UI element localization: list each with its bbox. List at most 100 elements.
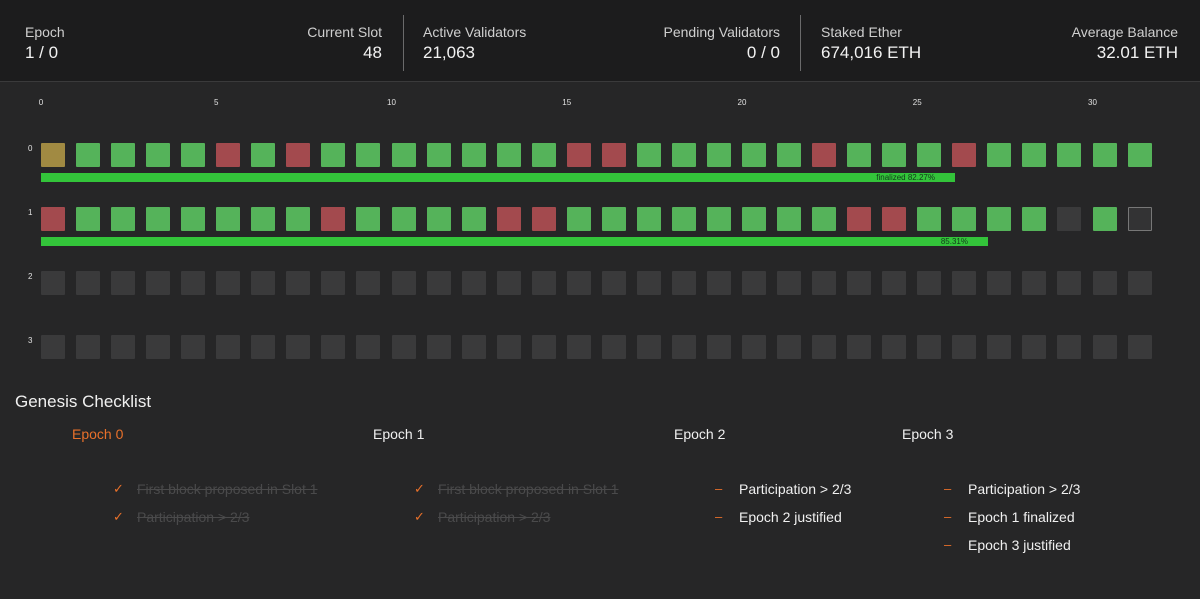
slot-cell-empty[interactable]	[356, 335, 381, 359]
slot-cell-green[interactable]	[671, 207, 696, 231]
slot-cell-empty[interactable]	[917, 271, 942, 295]
slot-cell-green[interactable]	[251, 143, 276, 167]
slot-cell-red[interactable]	[847, 207, 872, 231]
slot-cell-green[interactable]	[1127, 143, 1152, 167]
slot-cell-empty[interactable]	[41, 271, 65, 295]
slot-cell-empty[interactable]	[76, 271, 101, 295]
slot-cell-empty[interactable]	[1057, 207, 1082, 231]
slot-cell-empty[interactable]	[1127, 271, 1152, 295]
slot-cell-green[interactable]	[461, 207, 486, 231]
slot-cell-green[interactable]	[742, 207, 766, 231]
slot-cell-empty[interactable]	[636, 271, 661, 295]
slot-cell-empty[interactable]	[671, 271, 696, 295]
slot-cell-empty[interactable]	[706, 335, 731, 359]
slot-cell-green[interactable]	[777, 143, 802, 167]
slot-cell-red[interactable]	[496, 207, 521, 231]
slot-cell-green[interactable]	[671, 143, 696, 167]
slot-cell-empty[interactable]	[1022, 271, 1047, 295]
slot-cell-empty[interactable]	[847, 335, 872, 359]
slot-cell-green[interactable]	[1022, 143, 1047, 167]
slot-cell-empty[interactable]	[321, 271, 346, 295]
slot-cell-empty[interactable]	[146, 335, 171, 359]
slot-cell-empty[interactable]	[706, 271, 731, 295]
slot-cell-empty[interactable]	[496, 335, 521, 359]
slot-cell-empty[interactable]	[742, 335, 766, 359]
slot-cell-empty[interactable]	[216, 335, 241, 359]
slot-cell-green[interactable]	[1092, 143, 1117, 167]
slot-cell-green[interactable]	[356, 207, 381, 231]
slot-cell-current[interactable]	[1127, 207, 1152, 231]
slot-cell-green[interactable]	[706, 143, 731, 167]
slot-cell-empty[interactable]	[146, 271, 171, 295]
slot-cell-green[interactable]	[321, 143, 346, 167]
slot-cell-empty[interactable]	[847, 271, 872, 295]
slot-cell-red[interactable]	[531, 207, 556, 231]
slot-cell-green[interactable]	[636, 143, 661, 167]
slot-cell-empty[interactable]	[426, 335, 451, 359]
slot-cell-empty[interactable]	[251, 271, 276, 295]
slot-cell-green[interactable]	[636, 207, 661, 231]
slot-cell-empty[interactable]	[882, 271, 907, 295]
slot-cell-green[interactable]	[917, 207, 942, 231]
slot-cell-empty[interactable]	[1127, 335, 1152, 359]
slot-cell-green[interactable]	[76, 207, 101, 231]
slot-cell-empty[interactable]	[1057, 335, 1082, 359]
slot-cell-empty[interactable]	[461, 271, 486, 295]
slot-cell-red[interactable]	[882, 207, 907, 231]
slot-cell-green[interactable]	[76, 143, 101, 167]
slot-cell-red[interactable]	[286, 143, 311, 167]
slot-cell-green[interactable]	[706, 207, 731, 231]
slot-cell-empty[interactable]	[531, 271, 556, 295]
slot-cell-green[interactable]	[111, 143, 136, 167]
slot-cell-empty[interactable]	[601, 271, 626, 295]
slot-cell-empty[interactable]	[952, 335, 977, 359]
slot-cell-green[interactable]	[391, 207, 416, 231]
slot-cell-gold[interactable]	[41, 143, 65, 167]
slot-cell-empty[interactable]	[1022, 335, 1047, 359]
slot-cell-green[interactable]	[531, 143, 556, 167]
slot-cell-empty[interactable]	[566, 335, 591, 359]
slot-cell-empty[interactable]	[777, 335, 802, 359]
slot-cell-empty[interactable]	[181, 271, 206, 295]
slot-cell-red[interactable]	[812, 143, 837, 167]
slot-cell-empty[interactable]	[777, 271, 802, 295]
slot-cell-empty[interactable]	[812, 271, 837, 295]
slot-cell-green[interactable]	[1057, 143, 1082, 167]
slot-cell-green[interactable]	[1022, 207, 1047, 231]
slot-cell-red[interactable]	[952, 143, 977, 167]
slot-cell-green[interactable]	[601, 207, 626, 231]
slot-cell-empty[interactable]	[461, 335, 486, 359]
slot-cell-empty[interactable]	[531, 335, 556, 359]
slot-cell-green[interactable]	[1092, 207, 1117, 231]
slot-cell-green[interactable]	[566, 207, 591, 231]
slot-cell-red[interactable]	[216, 143, 241, 167]
slot-cell-empty[interactable]	[917, 335, 942, 359]
slot-cell-empty[interactable]	[742, 271, 766, 295]
slot-cell-green[interactable]	[356, 143, 381, 167]
slot-cell-empty[interactable]	[391, 271, 416, 295]
slot-cell-empty[interactable]	[671, 335, 696, 359]
slot-cell-empty[interactable]	[1092, 271, 1117, 295]
slot-cell-red[interactable]	[41, 207, 65, 231]
slot-cell-green[interactable]	[426, 143, 451, 167]
slot-cell-empty[interactable]	[987, 271, 1012, 295]
slot-cell-green[interactable]	[461, 143, 486, 167]
slot-cell-green[interactable]	[987, 143, 1012, 167]
slot-cell-red[interactable]	[321, 207, 346, 231]
slot-cell-empty[interactable]	[391, 335, 416, 359]
slot-cell-green[interactable]	[251, 207, 276, 231]
slot-cell-empty[interactable]	[601, 335, 626, 359]
slot-cell-empty[interactable]	[882, 335, 907, 359]
slot-cell-green[interactable]	[216, 207, 241, 231]
slot-cell-empty[interactable]	[356, 271, 381, 295]
slot-cell-empty[interactable]	[181, 335, 206, 359]
slot-cell-empty[interactable]	[426, 271, 451, 295]
slot-cell-green[interactable]	[391, 143, 416, 167]
slot-cell-red[interactable]	[601, 143, 626, 167]
slot-cell-green[interactable]	[286, 207, 311, 231]
slot-cell-green[interactable]	[426, 207, 451, 231]
slot-cell-green[interactable]	[812, 207, 837, 231]
slot-cell-green[interactable]	[882, 143, 907, 167]
slot-cell-empty[interactable]	[321, 335, 346, 359]
slot-cell-red[interactable]	[566, 143, 591, 167]
